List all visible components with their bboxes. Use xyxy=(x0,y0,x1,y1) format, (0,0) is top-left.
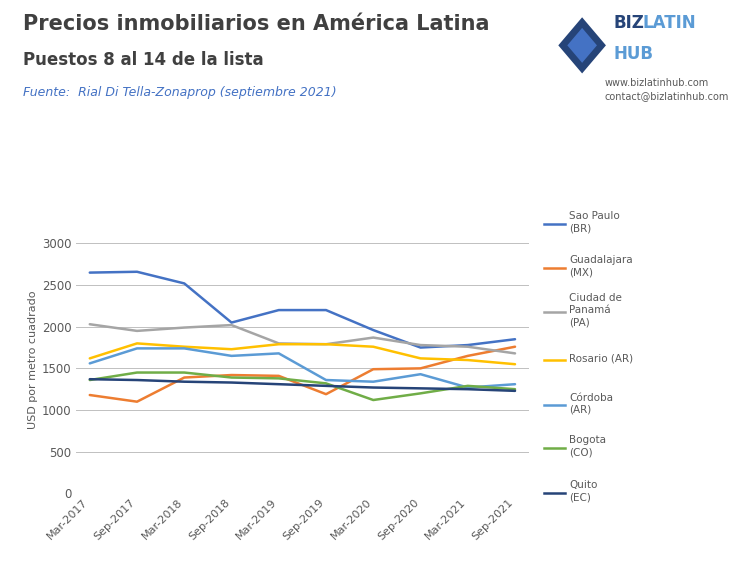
Text: BIZ: BIZ xyxy=(614,14,645,32)
Text: Bogota
(CO): Bogota (CO) xyxy=(569,435,606,458)
Text: Fuente:  Rial Di Tella-Zonaprop (septiembre 2021): Fuente: Rial Di Tella-Zonaprop (septiemb… xyxy=(23,86,336,99)
Text: Rosario (AR): Rosario (AR) xyxy=(569,353,634,363)
Text: Precios inmobiliarios en América Latina: Precios inmobiliarios en América Latina xyxy=(23,14,489,34)
Text: www.bizlatinhub.com: www.bizlatinhub.com xyxy=(605,78,709,88)
Y-axis label: USD por metro cuadrado: USD por metro cuadrado xyxy=(28,291,38,429)
Text: LATIN: LATIN xyxy=(643,14,696,32)
Polygon shape xyxy=(567,28,597,63)
Text: Quito
(EC): Quito (EC) xyxy=(569,480,598,503)
Text: Puestos 8 al 14 de la lista: Puestos 8 al 14 de la lista xyxy=(23,51,263,69)
Text: HUB: HUB xyxy=(614,45,654,64)
Text: contact@bizlatinhub.com: contact@bizlatinhub.com xyxy=(605,91,730,101)
Polygon shape xyxy=(558,18,606,74)
Text: Córdoba
(AR): Córdoba (AR) xyxy=(569,392,613,415)
Text: Guadalajara
(MX): Guadalajara (MX) xyxy=(569,255,633,277)
Text: Sao Paulo
(BR): Sao Paulo (BR) xyxy=(569,211,620,234)
Text: Ciudad de
Panamá
(PA): Ciudad de Panamá (PA) xyxy=(569,293,622,328)
